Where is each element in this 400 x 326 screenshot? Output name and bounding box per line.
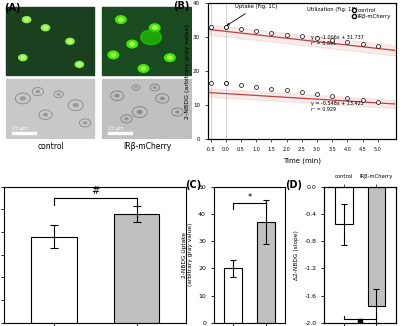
Circle shape [141, 67, 146, 70]
Bar [368, 187, 386, 306]
Text: y = -1.006x + 31.737: y = -1.006x + 31.737 [311, 35, 364, 40]
Circle shape [43, 113, 48, 117]
Circle shape [138, 65, 149, 72]
Text: 25 μm: 25 μm [108, 126, 124, 131]
Text: *: * [247, 193, 252, 202]
Circle shape [75, 61, 84, 67]
Circle shape [25, 18, 28, 21]
Circle shape [21, 56, 25, 59]
Circle shape [168, 56, 172, 59]
Text: control: control [38, 142, 64, 151]
Circle shape [36, 90, 40, 93]
Text: Utilization (Fig. 1D): Utilization (Fig. 1D) [307, 7, 358, 12]
FancyBboxPatch shape [102, 7, 190, 75]
Circle shape [137, 110, 143, 114]
Circle shape [114, 94, 120, 97]
Bar [31, 237, 76, 323]
Text: r² = 0.929: r² = 0.929 [311, 107, 336, 112]
Text: Uptake (Fig. 1C): Uptake (Fig. 1C) [227, 4, 277, 25]
Circle shape [152, 26, 157, 29]
Circle shape [153, 86, 157, 89]
Text: IRβ-mCherry: IRβ-mCherry [123, 142, 171, 151]
Circle shape [20, 96, 26, 101]
Bar [12, 132, 36, 134]
Circle shape [68, 40, 72, 43]
Circle shape [83, 121, 87, 125]
Text: (B): (B) [174, 1, 190, 10]
Circle shape [73, 103, 79, 107]
Y-axis label: Δ2-NBDG (slope): Δ2-NBDG (slope) [294, 230, 299, 280]
Circle shape [130, 42, 134, 46]
Y-axis label: Slope: Slope [399, 63, 400, 80]
Bar [224, 268, 242, 323]
Circle shape [108, 51, 118, 59]
Circle shape [160, 96, 165, 100]
Text: (C): (C) [185, 180, 201, 190]
Text: y = -0.548x + 13.422: y = -0.548x + 13.422 [311, 101, 364, 106]
Circle shape [44, 26, 47, 29]
Text: (A): (A) [4, 3, 20, 13]
Legend: control, IRβ-mCherry: control, IRβ-mCherry [350, 6, 393, 21]
Circle shape [22, 17, 31, 22]
Text: (D): (D) [285, 180, 302, 190]
Circle shape [78, 63, 81, 66]
Text: #: # [91, 186, 99, 196]
Text: r² = 0.891: r² = 0.891 [311, 41, 336, 46]
Circle shape [175, 111, 180, 114]
Circle shape [134, 86, 138, 89]
Circle shape [118, 18, 123, 21]
Circle shape [124, 117, 129, 120]
Bar [335, 187, 353, 224]
FancyBboxPatch shape [6, 80, 94, 138]
FancyBboxPatch shape [102, 80, 190, 138]
Bar [108, 132, 132, 134]
X-axis label: Time (min): Time (min) [283, 157, 321, 164]
FancyBboxPatch shape [6, 7, 94, 75]
Circle shape [164, 54, 175, 61]
Text: 25 μm: 25 μm [12, 126, 27, 131]
Circle shape [150, 24, 160, 32]
Circle shape [116, 16, 126, 23]
Bar [114, 214, 159, 323]
Circle shape [41, 25, 50, 31]
Circle shape [57, 93, 60, 96]
Circle shape [111, 53, 116, 56]
Circle shape [66, 38, 74, 44]
Y-axis label: 2-NBDG Uptake
(arbitrary gray value): 2-NBDG Uptake (arbitrary gray value) [182, 223, 193, 287]
Y-axis label: 2-NBDG (arbitrary gray value): 2-NBDG (arbitrary gray value) [185, 24, 190, 119]
Bar [257, 222, 275, 323]
Circle shape [127, 40, 138, 48]
Circle shape [141, 30, 161, 45]
Circle shape [19, 55, 27, 61]
